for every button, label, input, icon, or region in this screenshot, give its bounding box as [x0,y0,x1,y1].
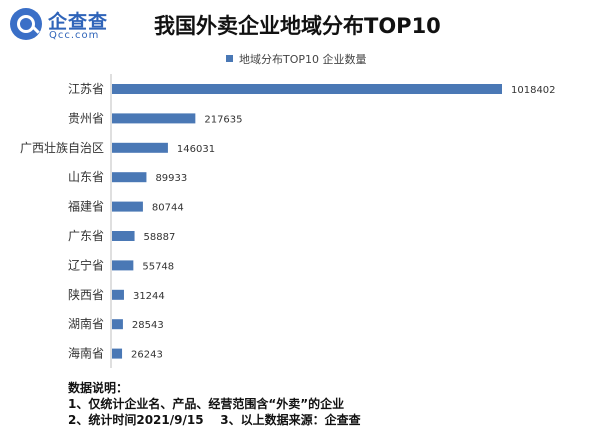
y-tick-label: 福建省 [68,199,104,214]
bar [112,348,123,359]
y-tick-label: 贵州省 [68,111,104,125]
y-tick-label: 江苏省 [68,82,104,96]
notes-line-2: 2、统计时间2021/9/15 3、以上数据来源：企查查 [68,413,361,427]
data-label: 217635 [204,114,242,125]
data-label: 58887 [144,232,176,243]
data-label: 80744 [152,203,184,214]
notes-heading: 数据说明： [68,381,129,395]
y-tick-label: 山东省 [68,170,104,184]
chart-title: 我国外卖企业地域分布TOP10 [154,14,441,38]
bar [112,142,168,153]
data-label: 89933 [155,173,187,184]
logo-q-icon [10,8,42,40]
y-tick-label: 陕西省 [68,287,104,302]
bar [112,201,143,212]
y-tick-label: 海南省 [68,346,104,361]
data-label: 146031 [177,144,215,155]
data-notes: 数据说明： 1、仅统计企业名、产品、经营范围含“外卖”的企业 2、统计时间202… [68,380,361,428]
data-label: 55748 [142,261,174,272]
data-label: 26243 [131,350,163,361]
legend-swatch [226,55,233,62]
bar [112,172,147,183]
bar [112,84,502,94]
bar [112,231,135,241]
chart-legend: 地域分布TOP10 企业数量 [226,51,367,67]
bar [112,113,196,124]
notes-line-1: 1、仅统计企业名、产品、经营范围含“外卖”的企业 [68,397,345,411]
y-tick-label: 广东省 [68,229,104,243]
logo-name-cn: 企查查 [48,11,109,33]
bar [112,319,123,330]
data-label: 31244 [133,291,165,302]
bar [112,289,124,300]
data-label: 28543 [132,320,164,331]
y-tick-label: 广西壮族自治区 [20,141,104,155]
legend-label: 地域分布TOP10 企业数量 [239,53,367,66]
bar-chart: 江苏省 1018402 贵州省 217635 广西壮族自治区 146031 山东省 89933… [20,74,556,368]
data-label: 1018402 [511,85,556,96]
y-tick-label: 辽宁省 [68,257,104,272]
bar [112,260,134,271]
qcc-logo: 企查查 Qcc.com [10,6,145,44]
logo-name-en: Qcc.com [49,30,100,41]
y-tick-label: 湖南省 [68,316,104,331]
